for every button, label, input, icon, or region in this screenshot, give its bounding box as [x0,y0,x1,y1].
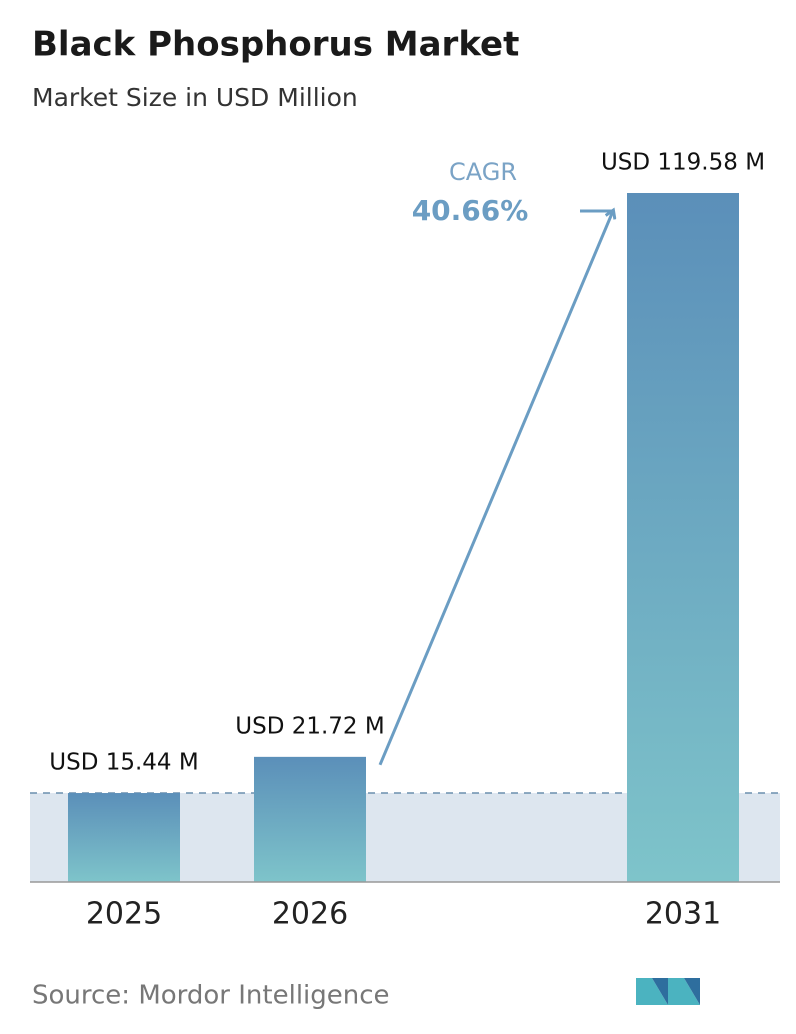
x-tick-label: 2026 [272,897,348,932]
source: Source: Mordor Intelligence [32,981,390,1011]
cagr-value: 40.66% [412,194,529,227]
x-tick-label: 2031 [645,897,721,932]
value-label: USD 15.44 M [49,750,198,776]
value-label: USD 119.58 M [601,150,765,176]
bar [254,756,366,882]
bar [68,793,180,882]
cagr-label: CAGR [449,158,517,186]
chart-title: Black Phosphorus Market [32,25,519,65]
logo [636,978,700,1005]
value-label: USD 21.72 M [235,713,384,739]
cagr-arrow [378,211,613,766]
bar [627,193,739,882]
x-tick-label: 2025 [86,897,162,932]
chart-subtitle: Market Size in USD Million [32,83,358,112]
